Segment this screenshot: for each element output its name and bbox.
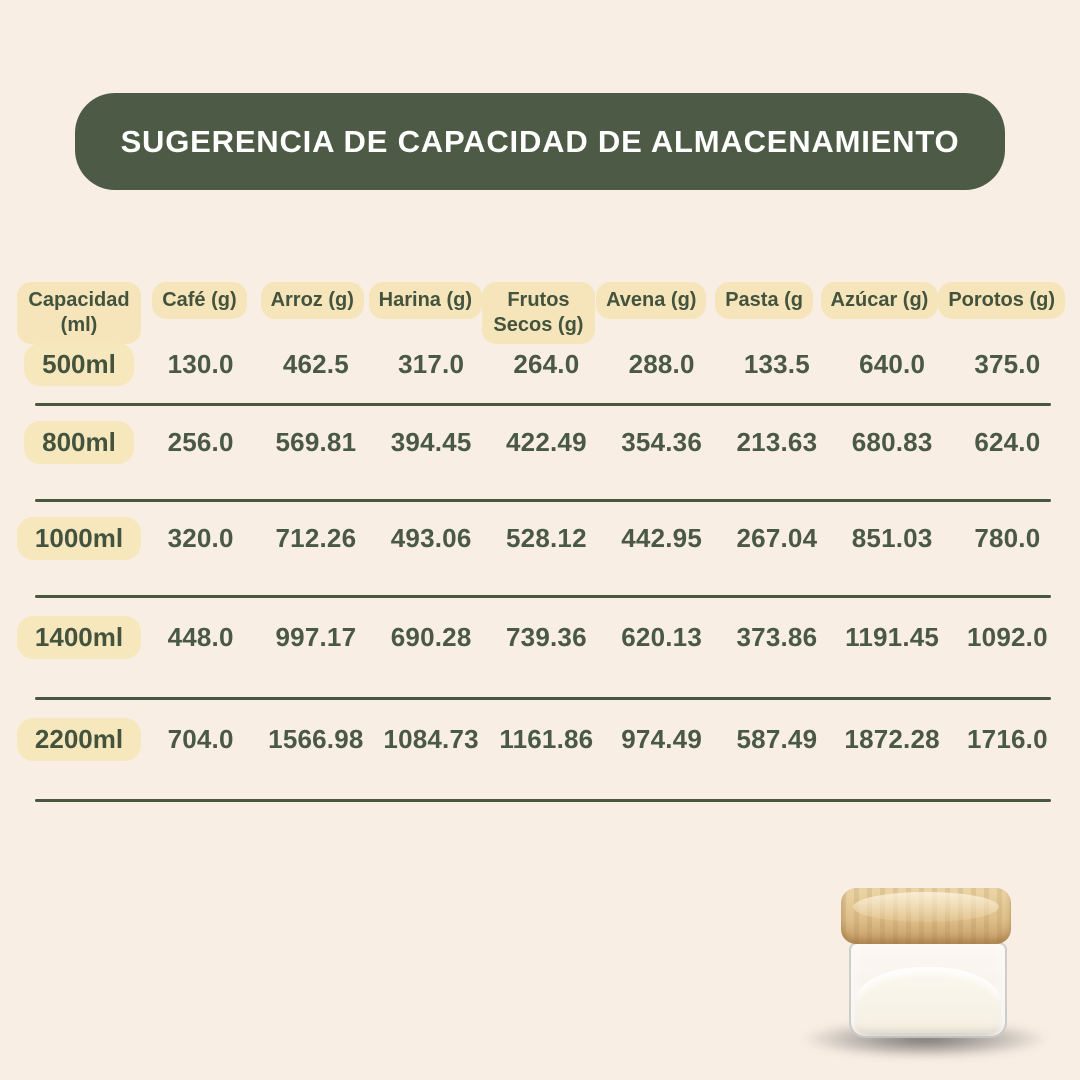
value-cell: 1191.45 [845, 621, 940, 652]
value-cell: 373.86 [736, 621, 818, 652]
value-cell: 448.0 [167, 621, 234, 652]
product-jar-image [803, 886, 1047, 1062]
value-cell: 375.0 [974, 348, 1041, 379]
value-cell: 624.0 [974, 426, 1041, 457]
value-cell: 130.0 [167, 348, 234, 379]
table-row-2200ml: 2200ml 704.0 1566.98 1084.73 1161.86 974… [15, 700, 1065, 802]
jar-sugar-contents [855, 967, 1001, 1033]
table-header-row: Capacidad (ml) Café (g) Arroz (g) Harina… [15, 282, 1065, 346]
jar-glass-body [849, 942, 1007, 1038]
value-cell: 780.0 [974, 522, 1041, 553]
value-cell: 1092.0 [967, 621, 1048, 652]
value-cell: 620.13 [621, 621, 702, 652]
table-row-500ml: 500ml 130.0 462.5 317.0 264.0 288.0 133.… [15, 342, 1065, 406]
value-cell: 493.06 [390, 522, 472, 553]
value-cell: 354.36 [621, 426, 702, 457]
row-label-badge: 500ml [15, 342, 143, 386]
row-label-badge: 1400ml [15, 615, 143, 659]
value-cell: 1084.73 [383, 723, 479, 754]
capacity-table: Capacidad (ml) Café (g) Arroz (g) Harina… [15, 282, 1065, 802]
value-cell: 394.45 [390, 426, 472, 457]
value-cell: 704.0 [167, 723, 234, 754]
value-cell: 462.5 [282, 348, 349, 379]
column-header-frutos-secos: Frutos Secos (g) [482, 282, 595, 344]
value-cell: 851.03 [851, 522, 933, 553]
column-header-azucar: Azúcar (g) [820, 282, 939, 319]
value-cell: 1161.86 [499, 723, 594, 754]
value-cell: 267.04 [736, 522, 818, 553]
value-cell: 442.95 [621, 522, 702, 553]
value-cell: 690.28 [390, 621, 472, 652]
value-cell: 317.0 [398, 348, 465, 379]
value-cell: 133.5 [743, 348, 810, 379]
table-row-1000ml: 1000ml 320.0 712.26 493.06 528.12 442.95… [15, 502, 1065, 598]
value-cell: 213.63 [736, 426, 818, 457]
column-header-avena: Avena (g) [595, 282, 708, 319]
value-cell: 264.0 [513, 348, 580, 379]
value-cell: 569.81 [275, 426, 357, 457]
row-label-badge: 2200ml [15, 717, 143, 761]
value-cell: 640.0 [859, 348, 926, 379]
value-cell: 974.49 [621, 723, 702, 754]
row-label-badge: 1000ml [15, 516, 143, 560]
table-row-800ml: 800ml 256.0 569.81 394.45 422.49 354.36 … [15, 406, 1065, 502]
row-label-badge: 800ml [15, 420, 143, 464]
value-cell: 587.49 [736, 723, 818, 754]
column-header-cafe: Café (g) [143, 282, 256, 319]
value-cell: 288.0 [628, 348, 695, 379]
value-cell: 680.83 [851, 426, 933, 457]
table-row-1400ml: 1400ml 448.0 997.17 690.28 739.36 620.13… [15, 598, 1065, 700]
column-header-harina: Harina (g) [368, 282, 483, 319]
value-cell: 1566.98 [268, 723, 364, 754]
value-cell: 528.12 [506, 522, 587, 553]
value-cell: 422.49 [506, 426, 587, 457]
page-title: SUGERENCIA DE CAPACIDAD DE ALMACENAMIENT… [120, 123, 960, 159]
column-header-porotos: Porotos (g) [938, 282, 1065, 319]
jar-bamboo-lid [841, 888, 1011, 944]
value-cell: 256.0 [167, 426, 234, 457]
value-cell: 1872.28 [844, 723, 940, 754]
value-cell: 997.17 [275, 621, 357, 652]
column-header-arroz: Arroz (g) [256, 282, 369, 319]
column-header-pasta: Pasta (g [708, 282, 821, 319]
value-cell: 739.36 [506, 621, 587, 652]
title-banner: SUGERENCIA DE CAPACIDAD DE ALMACENAMIENT… [75, 93, 1005, 190]
value-cell: 712.26 [275, 522, 357, 553]
column-header-capacidad: Capacidad (ml) [15, 282, 143, 344]
value-cell: 320.0 [167, 522, 234, 553]
value-cell: 1716.0 [967, 723, 1048, 754]
